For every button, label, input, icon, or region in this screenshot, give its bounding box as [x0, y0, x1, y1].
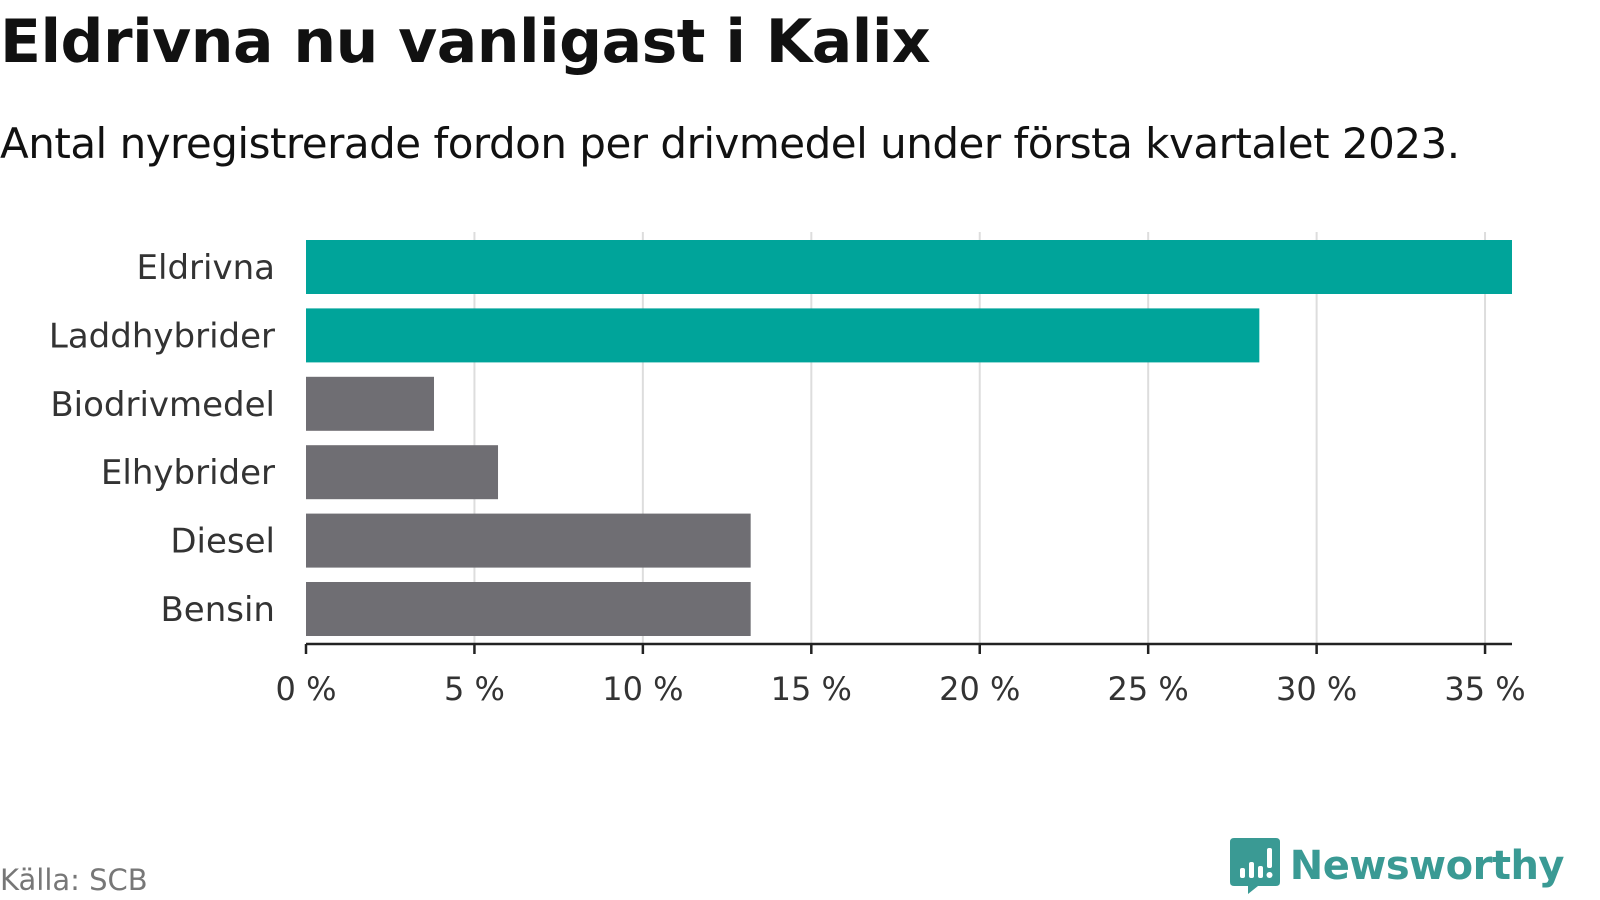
bar-diesel	[306, 513, 751, 568]
bar-biodrivmedel	[306, 376, 435, 431]
category-label-bensin: Bensin	[160, 590, 275, 630]
brand: Newsworthy	[1229, 838, 1565, 894]
x-tick-label-6: 30 %	[1276, 670, 1357, 708]
chart-title: Eldrivna nu vanligast i Kalix	[0, 7, 931, 77]
chart-subtitle: Antal nyregistrerade fordon per drivmede…	[0, 119, 1460, 168]
bars	[306, 240, 1512, 636]
newsworthy-logo-icon	[1229, 838, 1280, 894]
bar-laddhybrider	[306, 308, 1260, 363]
category-labels: Eldrivna Laddhybrider Biodrivmedel Elhybrid…	[49, 248, 275, 630]
x-tick-label-7: 35 %	[1444, 670, 1525, 708]
x-tick-label-5: 25 %	[1108, 670, 1189, 708]
x-tick-label-4: 20 %	[939, 670, 1020, 708]
category-label-biodrivmedel: Biodrivmedel	[50, 385, 275, 425]
category-label-laddhybrider: Laddhybrider	[49, 316, 275, 356]
category-label-eldrivna: Eldrivna	[137, 248, 275, 288]
x-axis: 0 % 5 % 10 % 15 % 20 % 25 % 30 % 35 %	[276, 642, 1526, 708]
bar-bensin	[306, 582, 751, 636]
category-label-diesel: Diesel	[170, 522, 275, 562]
x-tick-label-0: 0 %	[276, 670, 337, 708]
bar-elhybrider	[306, 445, 499, 500]
category-label-elhybrider: Elhybrider	[101, 453, 275, 493]
x-tick-label-1: 5 %	[444, 670, 505, 708]
bar-eldrivna	[306, 240, 1512, 294]
x-tick-label-2: 10 %	[602, 670, 683, 708]
brand-name: Newsworthy	[1289, 843, 1565, 889]
x-tick-label-3: 15 %	[771, 670, 852, 708]
bar-chart: Eldrivna Laddhybrider Biodrivmedel Elhybrid…	[49, 232, 1526, 708]
gridlines	[473, 232, 1487, 644]
source-note: Källa: SCB	[0, 863, 148, 897]
